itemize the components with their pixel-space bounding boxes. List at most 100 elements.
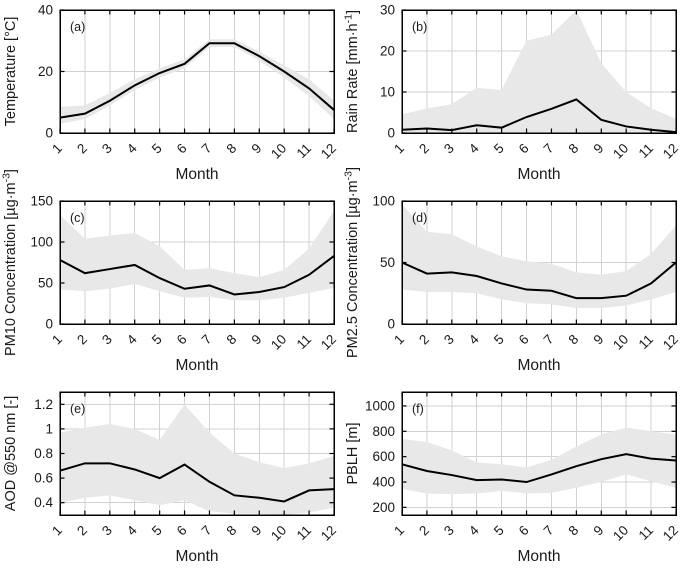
x-tick-label: 6: [516, 141, 532, 157]
x-tick-label: 9: [590, 332, 606, 348]
x-tick-label: 6: [174, 141, 190, 157]
x-tick-label: 10: [610, 141, 631, 162]
axes-border: [401, 391, 677, 516]
x-tick-label: 2: [416, 141, 432, 157]
y-tick-label: 40: [38, 3, 53, 18]
panel-label: (c): [70, 211, 85, 225]
x-tick-label: 6: [174, 523, 190, 539]
y-tick-label: 1: [45, 421, 53, 436]
confidence-band: [60, 39, 334, 124]
x-tick-label: 8: [224, 332, 240, 348]
y-tick-label: 100: [372, 194, 395, 209]
subplot-f: 1 2 3 4 5 6 7 8 9 10 11 12 200 400 600 800 1000 PBLH [m] M…: [342, 382, 685, 573]
y-axis-label: PM2.5 Concentration [µg·m-3]: [343, 167, 362, 358]
x-tick-label: 2: [416, 523, 432, 539]
x-tick-label: 11: [294, 332, 315, 353]
x-tick-label: 5: [491, 141, 507, 157]
x-tick-label: 9: [248, 523, 264, 539]
x-tick-label: 3: [441, 332, 457, 348]
y-tick-label: 800: [372, 424, 395, 439]
x-tick-label: 7: [199, 523, 215, 539]
y-tick-label: 0: [387, 126, 395, 141]
x-tick-label: 11: [636, 141, 657, 162]
y-axis-label: PM10 Concentration [µg·m-3]: [1, 169, 20, 356]
x-tick-label: 12: [660, 523, 681, 544]
x-tick-label: 6: [174, 332, 190, 348]
x-tick-label: 2: [74, 523, 90, 539]
x-tick-label: 5: [149, 141, 165, 157]
x-tick-label: 4: [124, 522, 140, 538]
x-tick-label: 7: [541, 523, 557, 539]
y-tick-label: 600: [372, 449, 395, 464]
mean-line: [59, 255, 335, 296]
y-tick-label: 50: [380, 255, 395, 270]
x-tick-label: 7: [199, 332, 215, 348]
x-tick-label: 9: [590, 141, 606, 157]
x-tick-label: 1: [49, 141, 65, 157]
x-tick-label: 10: [268, 523, 289, 544]
x-axis-label: Month: [517, 357, 560, 374]
y-tick-label: 0.4: [34, 495, 53, 510]
x-tick-label: 1: [391, 523, 407, 539]
x-tick-label: 12: [660, 141, 681, 162]
x-axis-label: Month: [517, 548, 560, 565]
x-tick-label: 2: [74, 332, 90, 348]
mean-line: [401, 98, 677, 134]
x-tick-label: 4: [124, 140, 140, 156]
x-tick-label: 4: [466, 522, 482, 538]
x-tick-label: 8: [224, 141, 240, 157]
x-tick-label: 2: [74, 141, 90, 157]
y-tick-label: 100: [30, 235, 53, 250]
confidence-band: [402, 427, 676, 495]
x-tick-label: 12: [660, 332, 681, 353]
x-tick-label: 9: [248, 332, 264, 348]
y-tick-label: 400: [372, 475, 395, 490]
x-tick-label: 11: [294, 523, 315, 544]
x-tick-label: 12: [318, 141, 339, 162]
subplot-a: 1 2 3 4 5 6 7 8 9 10 11 12 0 20 40 Temperature [°C] Mont…: [0, 0, 342, 191]
x-tick-label: 1: [391, 332, 407, 348]
x-tick-label: 7: [541, 141, 557, 157]
x-tick-label: 8: [224, 523, 240, 539]
x-tick-label: 8: [566, 141, 582, 157]
subplot-c: 1 2 3 4 5 6 7 8 9 10 11 12 0 50 100 150 PM10 Concentrati…: [0, 169, 342, 382]
y-tick-label: 1000: [365, 398, 395, 413]
y-tick-label: 0: [45, 317, 53, 332]
y-tick-label: 1.2: [34, 397, 53, 412]
x-tick-label: 5: [491, 332, 507, 348]
x-axis-label: Month: [517, 166, 560, 183]
x-tick-label: 4: [124, 331, 140, 347]
x-tick-label: 9: [590, 523, 606, 539]
y-tick-label: 20: [38, 64, 53, 79]
x-tick-label: 9: [248, 141, 264, 157]
x-tick-label: 6: [516, 332, 532, 348]
panel-label: (e): [70, 402, 85, 416]
x-tick-label: 5: [149, 523, 165, 539]
x-tick-label: 5: [149, 332, 165, 348]
x-tick-label: 3: [99, 332, 115, 348]
confidence-band: [60, 404, 334, 515]
panel-label: (f): [412, 402, 424, 416]
x-tick-label: 6: [516, 523, 532, 539]
x-axis-label: Month: [175, 357, 218, 374]
x-axis-label: Month: [175, 166, 218, 183]
mean-line: [401, 453, 677, 484]
x-tick-label: 4: [466, 331, 482, 347]
x-tick-label: 10: [610, 332, 631, 353]
y-tick-label: 0.6: [34, 471, 53, 486]
mean-line: [59, 42, 335, 119]
y-tick-label: 0: [387, 317, 395, 332]
y-axis-label: Temperature [°C]: [3, 17, 19, 127]
x-tick-label: 3: [441, 523, 457, 539]
y-axis-label: PBLH [m]: [345, 422, 361, 484]
x-tick-label: 11: [636, 523, 657, 544]
x-tick-label: 5: [491, 523, 507, 539]
x-tick-label: 1: [49, 523, 65, 539]
confidence-band: [402, 10, 676, 133]
y-tick-label: 0.8: [34, 446, 53, 461]
axes-border: [401, 9, 677, 134]
y-tick-label: 200: [372, 500, 395, 515]
y-axis-label: AOD @550 nm [-]: [3, 396, 19, 511]
